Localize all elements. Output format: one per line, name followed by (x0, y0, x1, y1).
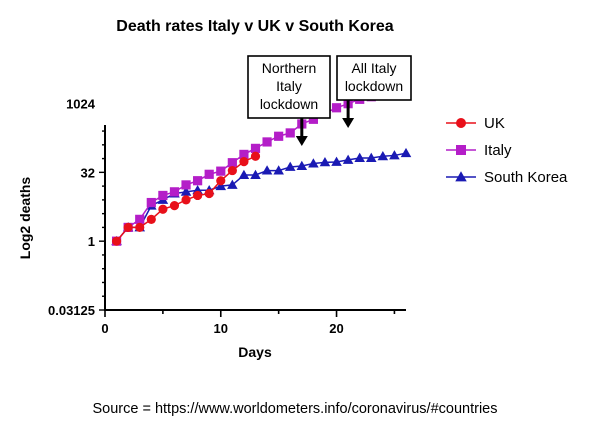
data-point (227, 158, 237, 168)
annotation-text: Italy (276, 78, 302, 94)
annotation-frame (336, 55, 412, 101)
y-ticks: 0.03125 1 32 1024 (48, 97, 105, 318)
data-point (193, 176, 203, 186)
data-point (239, 156, 249, 167)
x-tick-label: 20 (329, 321, 343, 336)
legend-label: UK (484, 115, 505, 132)
data-point (215, 180, 227, 191)
data-point (319, 157, 331, 167)
data-point (169, 200, 180, 211)
data-point (135, 214, 145, 224)
legend-item-south-korea: South Korea (446, 169, 568, 186)
data-point (216, 176, 226, 186)
annotation-text: lockdown (345, 78, 403, 94)
x-tick-label: 10 (214, 321, 228, 336)
data-point (123, 222, 133, 233)
x-axis-label: Days (238, 344, 272, 360)
legend-item-italy: Italy (446, 142, 512, 159)
data-point (216, 166, 226, 176)
data-point (181, 195, 191, 205)
data-point (308, 158, 319, 168)
data-point (342, 154, 354, 164)
data-point (111, 236, 122, 246)
data-point (354, 152, 365, 162)
data-point (308, 114, 318, 124)
chart-title: Death rates Italy v UK v South Korea (116, 18, 394, 35)
source-note: Source = https://www.worldometers.info/c… (93, 401, 498, 417)
data-point (158, 190, 168, 201)
data-point (273, 165, 284, 175)
data-point (238, 169, 250, 179)
axes: 0 10 20 0.03125 1 32 1024 (48, 97, 406, 336)
data-point (180, 186, 192, 196)
data-point (284, 161, 296, 171)
legend-item-uk: UK (446, 115, 505, 132)
data-point (146, 197, 156, 208)
annotation-box: All Italy lockdown (336, 55, 412, 128)
legend-marker (455, 171, 467, 182)
legend: UK Italy South Korea (446, 115, 568, 186)
y-tick-label: 1 (88, 234, 95, 249)
data-point (193, 190, 203, 201)
data-point (331, 156, 342, 166)
data-point (227, 165, 237, 176)
data-point (365, 152, 377, 162)
annotation-arrow-head (342, 118, 355, 128)
legend-label: South Korea (484, 169, 568, 186)
annotation-layer: Northern Italy lockdown All Italy lockdown (247, 55, 412, 146)
annotation-box: Northern Italy lockdown (247, 55, 331, 146)
data-point (262, 137, 272, 147)
legend-marker (456, 145, 466, 155)
data-point (400, 147, 412, 158)
data-point (250, 151, 261, 161)
annotation-arrow-head (295, 136, 308, 146)
data-point (204, 169, 214, 179)
series-uk (111, 151, 261, 246)
x-tick-label: 0 (101, 321, 108, 336)
data-point (169, 187, 180, 197)
y-tick-label: 1024 (66, 97, 96, 112)
y-tick-label: 0.03125 (48, 303, 95, 318)
data-point (158, 204, 168, 214)
data-point (146, 214, 156, 224)
data-point (331, 103, 342, 113)
data-point (377, 150, 389, 161)
data-point (261, 165, 273, 175)
data-point (250, 143, 261, 153)
series-south-korea (111, 147, 412, 246)
legend-label: Italy (484, 142, 512, 159)
y-axis-label: Log2 deaths (17, 177, 33, 260)
data-point (181, 180, 191, 190)
x-ticks: 0 10 20 (101, 310, 396, 336)
data-point (285, 128, 295, 138)
data-point (135, 222, 145, 233)
data-point (250, 169, 261, 179)
annotation-text: lockdown (260, 96, 318, 112)
data-point (227, 179, 238, 189)
data-point (239, 149, 249, 160)
annotation-text: Northern (262, 60, 316, 76)
data-point (274, 131, 284, 141)
y-tick-label: 32 (81, 165, 95, 180)
annotation-text: All Italy (351, 60, 396, 76)
data-point (204, 188, 214, 199)
annotation-frame (247, 55, 331, 119)
data-point (296, 160, 308, 170)
legend-marker (456, 118, 466, 128)
data-point (389, 150, 400, 160)
